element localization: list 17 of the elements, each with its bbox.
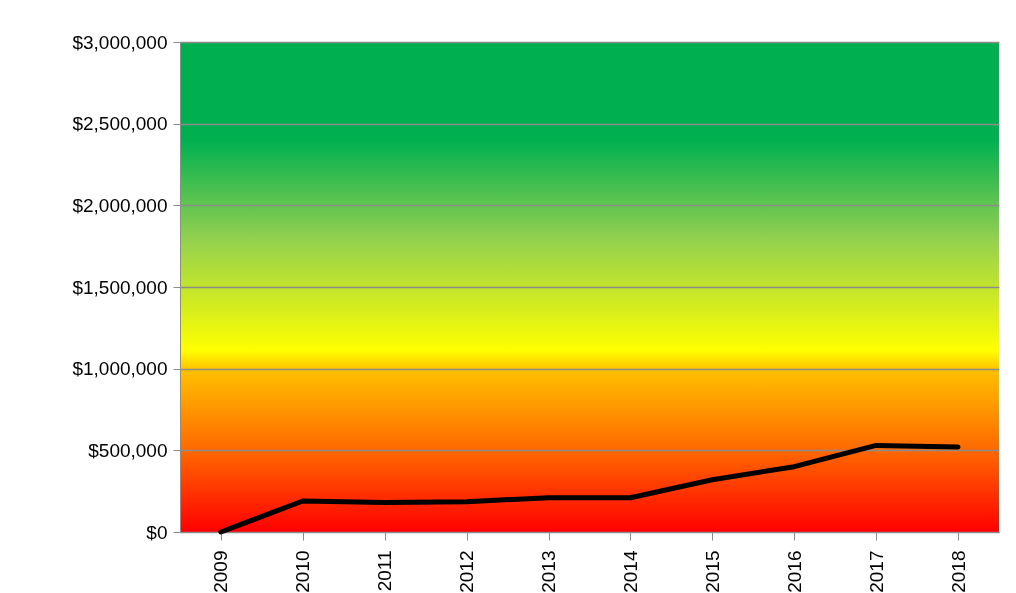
x-tick-label: 2015 (701, 550, 723, 593)
x-tick-label: 2013 (538, 550, 560, 593)
x-tick-label: 2014 (619, 550, 641, 593)
y-tick-label: $1,000,000 (72, 358, 168, 380)
x-tick-label: 2017 (865, 550, 887, 593)
x-tick-label: 2009 (210, 550, 232, 593)
x-tick-label: 2012 (456, 550, 478, 593)
y-tick-label: $0 (146, 521, 168, 543)
x-tick-label: 2010 (292, 550, 314, 593)
y-tick-label: $2,000,000 (72, 194, 168, 216)
y-tick-label: $3,000,000 (72, 31, 168, 53)
x-tick-label: 2016 (783, 550, 805, 593)
x-tick-label: 2011 (374, 550, 396, 592)
y-tick-label: $500,000 (88, 439, 168, 461)
y-tick-label: $2,500,000 (72, 113, 168, 135)
y-tick-label: $1,500,000 (72, 276, 168, 298)
x-tick-label: 2018 (947, 550, 969, 593)
